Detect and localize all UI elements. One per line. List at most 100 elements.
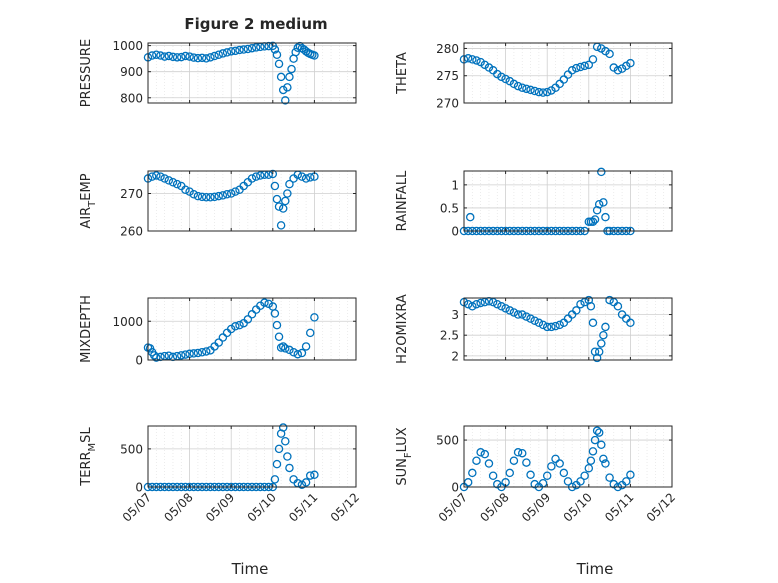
data-point (226, 189, 236, 198)
data-point (468, 55, 477, 64)
data-point (599, 454, 608, 464)
data-point (588, 447, 598, 456)
data-point (210, 51, 219, 61)
y-axis-label: MIXDEPTH (79, 295, 94, 363)
data-point (285, 179, 294, 189)
data-point (283, 189, 292, 198)
data-point (287, 64, 296, 74)
data-point (534, 87, 544, 97)
data-point (193, 53, 203, 63)
y-tick-label: 800 (120, 91, 143, 105)
x-tick-label: 05/07 (120, 490, 154, 524)
data-point (468, 302, 477, 311)
data-point (480, 297, 490, 307)
y-axis-label: RAINFALL (395, 170, 410, 231)
data-point (572, 306, 581, 315)
x-tick-label: 05/08 (477, 490, 511, 524)
data-point (214, 191, 223, 201)
data-point (226, 47, 236, 56)
data-point (517, 448, 527, 458)
data-point (274, 444, 284, 454)
x-tick-label: 05/08 (161, 490, 195, 524)
data-point (626, 318, 635, 328)
data-point (480, 449, 490, 459)
data-point (305, 328, 315, 338)
data-point (501, 74, 510, 84)
data-point (626, 470, 635, 480)
data-point (559, 75, 569, 84)
data-point (488, 297, 498, 307)
data-point (526, 314, 535, 323)
data-point (580, 61, 589, 71)
data-point (534, 318, 544, 328)
data-point (264, 299, 273, 309)
data-point (505, 76, 515, 86)
data-point (218, 191, 228, 200)
data-point (609, 63, 619, 72)
data-point (501, 304, 510, 313)
data-point (542, 322, 552, 332)
data-point (551, 321, 560, 331)
y-axis-label: H2OMIXRA (395, 294, 410, 364)
data-point (530, 86, 539, 96)
data-point (588, 55, 598, 64)
data-point (530, 316, 539, 325)
data-point (626, 58, 635, 68)
data-point (517, 310, 527, 319)
data-point (484, 63, 494, 72)
data-point (542, 87, 552, 97)
data-point (509, 79, 519, 89)
data-point (305, 173, 315, 182)
data-point (567, 66, 577, 75)
plot-area (148, 298, 356, 360)
data-point (160, 52, 169, 61)
x-tick-label: 05/10 (245, 490, 279, 524)
data-point (156, 51, 165, 60)
x-tick-label: 05/10 (561, 490, 595, 524)
data-point (509, 456, 519, 465)
subplot-5: 0 1000 MIXDEPTH (79, 295, 357, 368)
x-tick-label: 05/12 (328, 490, 362, 524)
data-point (310, 51, 319, 60)
data-point (243, 315, 253, 324)
data-point (584, 463, 594, 473)
subplot-8: 0 500 SUNFLUX 05/07 05/08 05/09 05/10 05/11 05/1… (395, 425, 678, 525)
data-point (149, 351, 159, 360)
x-tick-label: 05/11 (286, 490, 320, 524)
data-point (268, 169, 278, 179)
data-point (278, 423, 288, 432)
data-point (181, 51, 190, 61)
data-point (463, 478, 473, 487)
y-tick-label: 2 (451, 349, 459, 363)
data-point (301, 478, 311, 487)
data-point (597, 167, 606, 177)
data-point (586, 456, 596, 465)
y-tick-label: 0 (451, 225, 459, 239)
data-point (168, 52, 178, 62)
data-point (274, 202, 284, 211)
y-tick-label: 900 (120, 65, 143, 79)
y-tick-label: 280 (436, 42, 459, 56)
data-point (283, 83, 292, 92)
data-point (572, 63, 581, 73)
x-tick-label: 05/11 (602, 490, 636, 524)
data-point (243, 44, 253, 54)
y-tick-label: 1000 (112, 315, 143, 329)
data-point (505, 468, 515, 478)
data-point (538, 88, 548, 97)
data-point (605, 295, 614, 305)
data-point (201, 54, 211, 63)
data-point (484, 459, 494, 468)
data-point (222, 48, 232, 57)
data-point (621, 61, 631, 71)
data-point (601, 322, 610, 332)
data-point (272, 459, 282, 469)
y-axis-label: SUNFLUX (395, 427, 414, 485)
data-point (278, 342, 288, 351)
data-point (201, 347, 211, 356)
plot-area (464, 426, 672, 487)
data-point (278, 204, 288, 213)
data-point (310, 470, 319, 480)
data-point (251, 43, 261, 52)
